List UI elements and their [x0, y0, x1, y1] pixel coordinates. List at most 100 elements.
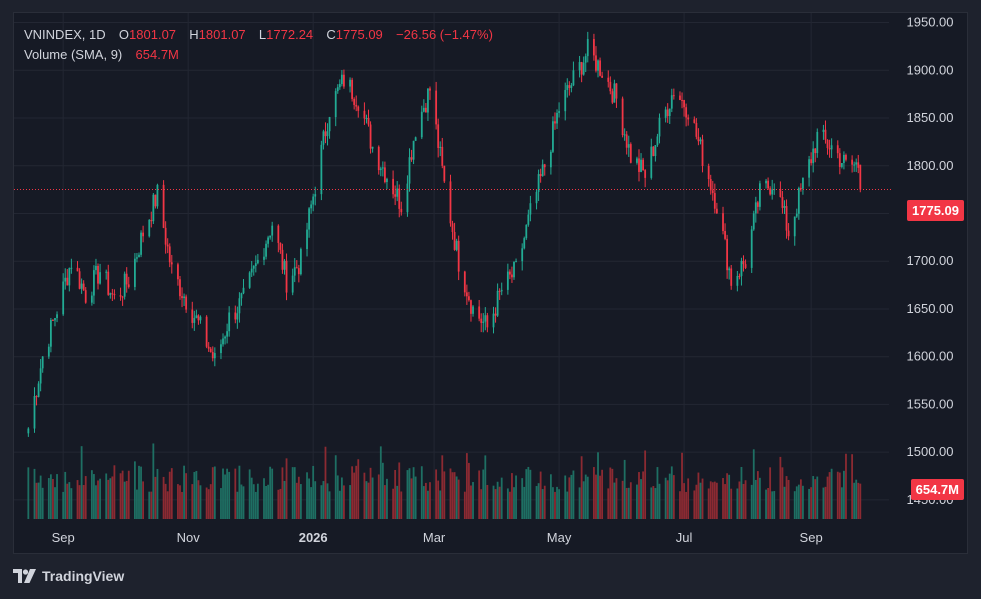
volume-bar: [93, 474, 95, 519]
candle-body: [422, 107, 425, 112]
candle-body: [535, 191, 538, 204]
candle-body: [435, 90, 438, 125]
x-tick-label: Sep: [800, 530, 823, 545]
volume-bar: [97, 480, 99, 519]
volume-bar: [584, 474, 587, 519]
volume-bar: [453, 472, 456, 519]
volume-bar: [306, 472, 308, 519]
volume-bar: [125, 480, 128, 519]
volume-bar: [736, 488, 739, 519]
volume-bar: [640, 479, 642, 519]
candle-body: [267, 237, 269, 244]
volume-bar: [406, 470, 409, 519]
candle-body: [799, 188, 802, 190]
candle-body: [297, 268, 300, 275]
volume-bar: [728, 474, 731, 519]
candle-body: [523, 238, 526, 249]
candle-body: [736, 275, 739, 286]
volume-bar: [693, 490, 696, 519]
volume-bar: [552, 487, 554, 519]
candle-body: [406, 183, 409, 213]
candle-body: [314, 194, 317, 197]
volume-bar: [336, 475, 339, 519]
volume-bar: [529, 469, 532, 519]
candle-body: [248, 272, 251, 288]
volume-bar: [35, 482, 38, 519]
candle-body: [377, 146, 380, 171]
candle-body: [228, 312, 231, 332]
candle-body: [816, 131, 819, 154]
volume-bar: [687, 478, 690, 519]
candle-body: [724, 231, 726, 239]
volume-bar: [463, 491, 466, 519]
candle-body: [752, 213, 755, 230]
symbol-name[interactable]: VNINDEX: [24, 27, 82, 42]
volume-bar: [263, 478, 265, 519]
candle-body: [336, 87, 339, 92]
candle-body: [185, 296, 188, 310]
candle-body: [392, 178, 394, 195]
volume-bar: [527, 466, 530, 519]
volume-bar: [191, 484, 194, 519]
volume-bar: [773, 491, 776, 519]
volume-bar: [756, 471, 759, 519]
volume-bar: [451, 472, 454, 519]
volume-bar: [365, 481, 368, 519]
candle-body: [554, 121, 556, 124]
candle-body: [369, 124, 372, 149]
candle-body: [808, 159, 810, 178]
volume-bar: [699, 482, 702, 519]
candle-body: [478, 306, 481, 319]
volume-bar: [291, 467, 294, 519]
candle-body: [35, 396, 38, 398]
candle-body: [234, 312, 237, 320]
candle-body: [740, 260, 743, 277]
candle-body: [713, 193, 716, 209]
last-volume-tag: 654.7M: [910, 479, 964, 500]
volume-bar: [95, 485, 97, 519]
candle-body: [99, 272, 101, 284]
volume-bar: [410, 478, 413, 519]
candle-body: [439, 146, 442, 148]
volume-bar: [853, 482, 856, 519]
interval-label[interactable]: 1D: [89, 27, 106, 42]
candle-body: [441, 146, 444, 166]
volume-bar: [185, 473, 188, 519]
candle-body: [351, 79, 354, 99]
x-tick-label: Nov: [177, 530, 201, 545]
volume-label[interactable]: Volume (SMA, 9): [24, 47, 123, 62]
candle-body: [683, 100, 685, 108]
candle-body: [181, 296, 183, 299]
volume-bar: [308, 478, 310, 519]
candle-body: [715, 208, 718, 214]
candle-body: [556, 112, 558, 124]
candle-body: [513, 261, 515, 278]
volume-bar: [642, 471, 644, 519]
volume-bar: [295, 482, 298, 519]
volume-bar: [564, 475, 567, 519]
open-label: O: [118, 27, 130, 42]
candle-body: [27, 428, 30, 434]
volume-bar: [386, 478, 388, 519]
volume-bar: [449, 468, 452, 519]
volume-bar: [109, 478, 112, 519]
candle-body: [615, 83, 618, 99]
tradingview-brand[interactable]: TradingView: [13, 568, 124, 584]
chart-panel[interactable]: 1950.001900.001850.001800.001750.001700.…: [13, 12, 968, 554]
volume-bar: [269, 466, 272, 519]
candle-body: [814, 148, 817, 154]
candle-body: [525, 224, 528, 239]
candle-body: [486, 315, 489, 328]
candle-body: [164, 227, 167, 245]
candle-body: [765, 180, 767, 184]
candle-body: [638, 158, 640, 172]
candle-body: [263, 256, 265, 260]
volume-bar: [420, 466, 423, 519]
candle-body: [213, 353, 216, 359]
candle-body: [283, 260, 286, 270]
x-tick-label: 2026: [299, 530, 328, 545]
volume-bar: [408, 468, 411, 519]
price-chart[interactable]: 1950.001900.001850.001800.001750.001700.…: [14, 13, 969, 555]
candle-body: [621, 98, 624, 136]
volume-bar: [465, 453, 468, 519]
